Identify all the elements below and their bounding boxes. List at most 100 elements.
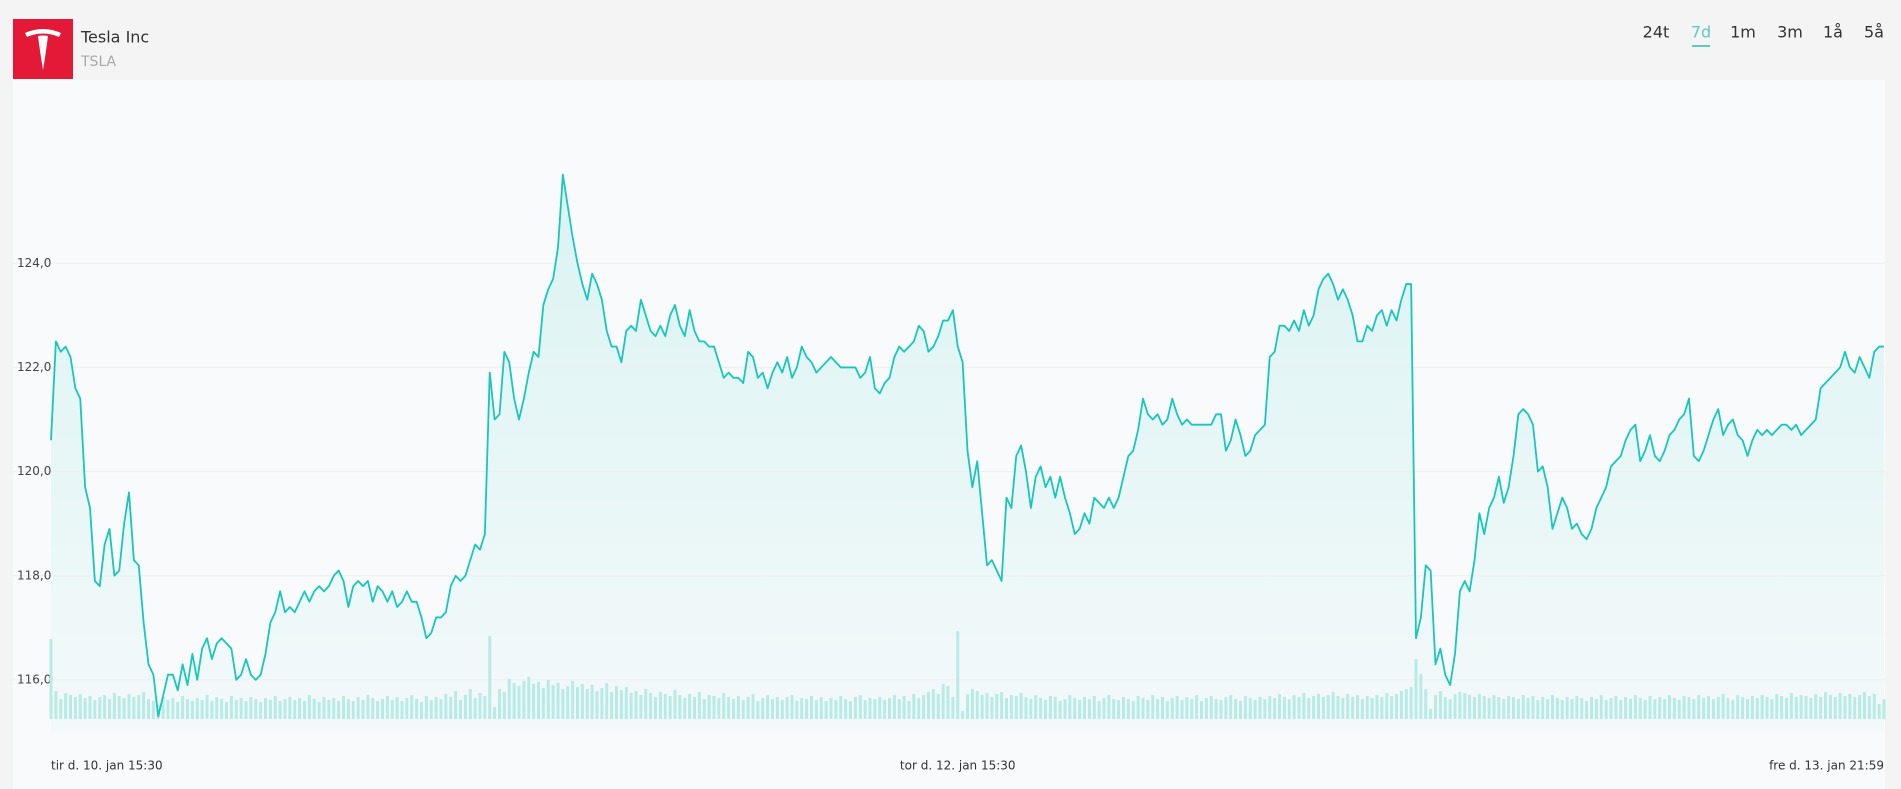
volume-bar: [502, 692, 506, 719]
volume-bar: [1092, 696, 1096, 719]
range-tab[interactable]: 1m: [1730, 23, 1756, 42]
volume-bar: [741, 700, 745, 719]
volume-bar: [337, 701, 341, 719]
y-tick-label: 118,0: [17, 568, 51, 582]
volume-bar: [1516, 699, 1520, 719]
volume-bar: [1580, 698, 1584, 719]
volume-bar: [1287, 699, 1291, 719]
volume-bar: [166, 700, 170, 719]
volume-bar: [244, 701, 248, 719]
volume-bar: [1624, 697, 1628, 719]
volume-bar: [658, 692, 662, 719]
volume-bar: [1877, 704, 1881, 719]
volume-bar: [346, 699, 350, 719]
volume-bar: [454, 691, 458, 719]
volume-bar: [990, 697, 994, 719]
volume-bar: [1039, 698, 1043, 719]
volume-bar: [1034, 695, 1038, 719]
volume-bar: [341, 696, 346, 719]
volume-bar: [1195, 695, 1199, 719]
volume-bar: [1721, 694, 1725, 719]
volume-bar: [1614, 696, 1618, 719]
volume-bar: [1784, 698, 1789, 719]
volume-bar: [1546, 699, 1550, 719]
volume-bar: [863, 700, 867, 719]
volume-bar: [1341, 698, 1345, 719]
volume-bar: [473, 698, 477, 719]
range-tab[interactable]: 5å: [1864, 23, 1884, 42]
volume-bar: [1009, 695, 1013, 719]
volume-bar: [1399, 691, 1403, 719]
volume-bar: [1331, 692, 1335, 719]
volume-bar: [1594, 699, 1598, 719]
volume-bar: [1204, 698, 1208, 719]
volume-bar: [785, 697, 789, 719]
volume-bar: [1302, 693, 1306, 719]
volume-bar: [263, 698, 268, 719]
volume-bar: [424, 696, 428, 719]
volume-bar: [702, 699, 706, 719]
volume-bar: [800, 698, 804, 719]
volume-bar: [49, 639, 53, 719]
volume-bar: [1765, 697, 1769, 719]
volume-bar: [1000, 692, 1004, 719]
y-tick-label: 116,0: [17, 672, 51, 686]
volume-bar: [1102, 698, 1106, 719]
plot: 116,0 118,0 120,0 122,0 124,0 tir d. 10. jan …: [13, 173, 1886, 773]
volume-bar: [980, 695, 984, 719]
volume-bar: [458, 700, 463, 719]
volume-bar: [1097, 701, 1101, 719]
range-tab[interactable]: 3m: [1777, 23, 1803, 42]
volume-bar: [356, 697, 360, 719]
volume-bar: [965, 694, 970, 719]
volume-bar: [268, 700, 272, 719]
volume-bar: [1448, 699, 1452, 719]
volume-bar: [259, 702, 263, 719]
volume-bar: [536, 682, 541, 719]
volume-bar: [1312, 696, 1316, 719]
volume-bar: [434, 697, 438, 719]
volume-bar: [1833, 697, 1837, 719]
volume-bar: [488, 636, 492, 719]
volume-bar: [127, 694, 131, 719]
x-tick-label: tor d. 12. jan 15:30: [900, 759, 1016, 773]
volume-bar: [1273, 698, 1277, 719]
range-tab[interactable]: 7d: [1691, 23, 1711, 42]
volume-bar: [1853, 697, 1857, 719]
volume-bar: [1107, 695, 1111, 719]
volume-bar: [644, 689, 648, 719]
volume-bar: [653, 697, 658, 719]
volume-bar: [805, 699, 809, 719]
volume-bar: [1185, 697, 1189, 719]
volume-bar: [1511, 697, 1516, 719]
range-tab[interactable]: 24t: [1643, 23, 1670, 42]
volume-bar: [956, 631, 960, 719]
volume-bar: [1336, 696, 1340, 719]
volume-bar: [1380, 697, 1384, 719]
volume-bar: [931, 689, 935, 719]
volume-bar: [1477, 694, 1481, 719]
volume-bar: [1531, 696, 1535, 719]
volume-bar: [1599, 695, 1603, 719]
range-tab[interactable]: 1å: [1823, 23, 1843, 42]
volume-bar: [444, 694, 448, 719]
volume-bar: [1438, 691, 1442, 719]
volume-bar: [1282, 697, 1286, 719]
volume-bar: [1775, 694, 1779, 719]
volume-bar: [288, 697, 292, 719]
volume-bar: [59, 699, 63, 719]
volume-bar: [507, 679, 511, 719]
volume-bar: [1565, 697, 1569, 719]
volume-bar: [1653, 699, 1657, 719]
volume-bar: [746, 697, 750, 719]
volume-bar: [1160, 697, 1165, 719]
volume-bar: [1326, 695, 1330, 719]
logo-arc: [25, 29, 61, 37]
volume-bar: [1121, 697, 1126, 719]
volume-bar: [892, 695, 896, 719]
volume-bar: [1741, 697, 1745, 719]
volume-bar: [1429, 709, 1433, 719]
volume-bar: [1589, 697, 1594, 719]
volume-bar: [1117, 700, 1121, 719]
volume-bar: [1648, 696, 1652, 719]
